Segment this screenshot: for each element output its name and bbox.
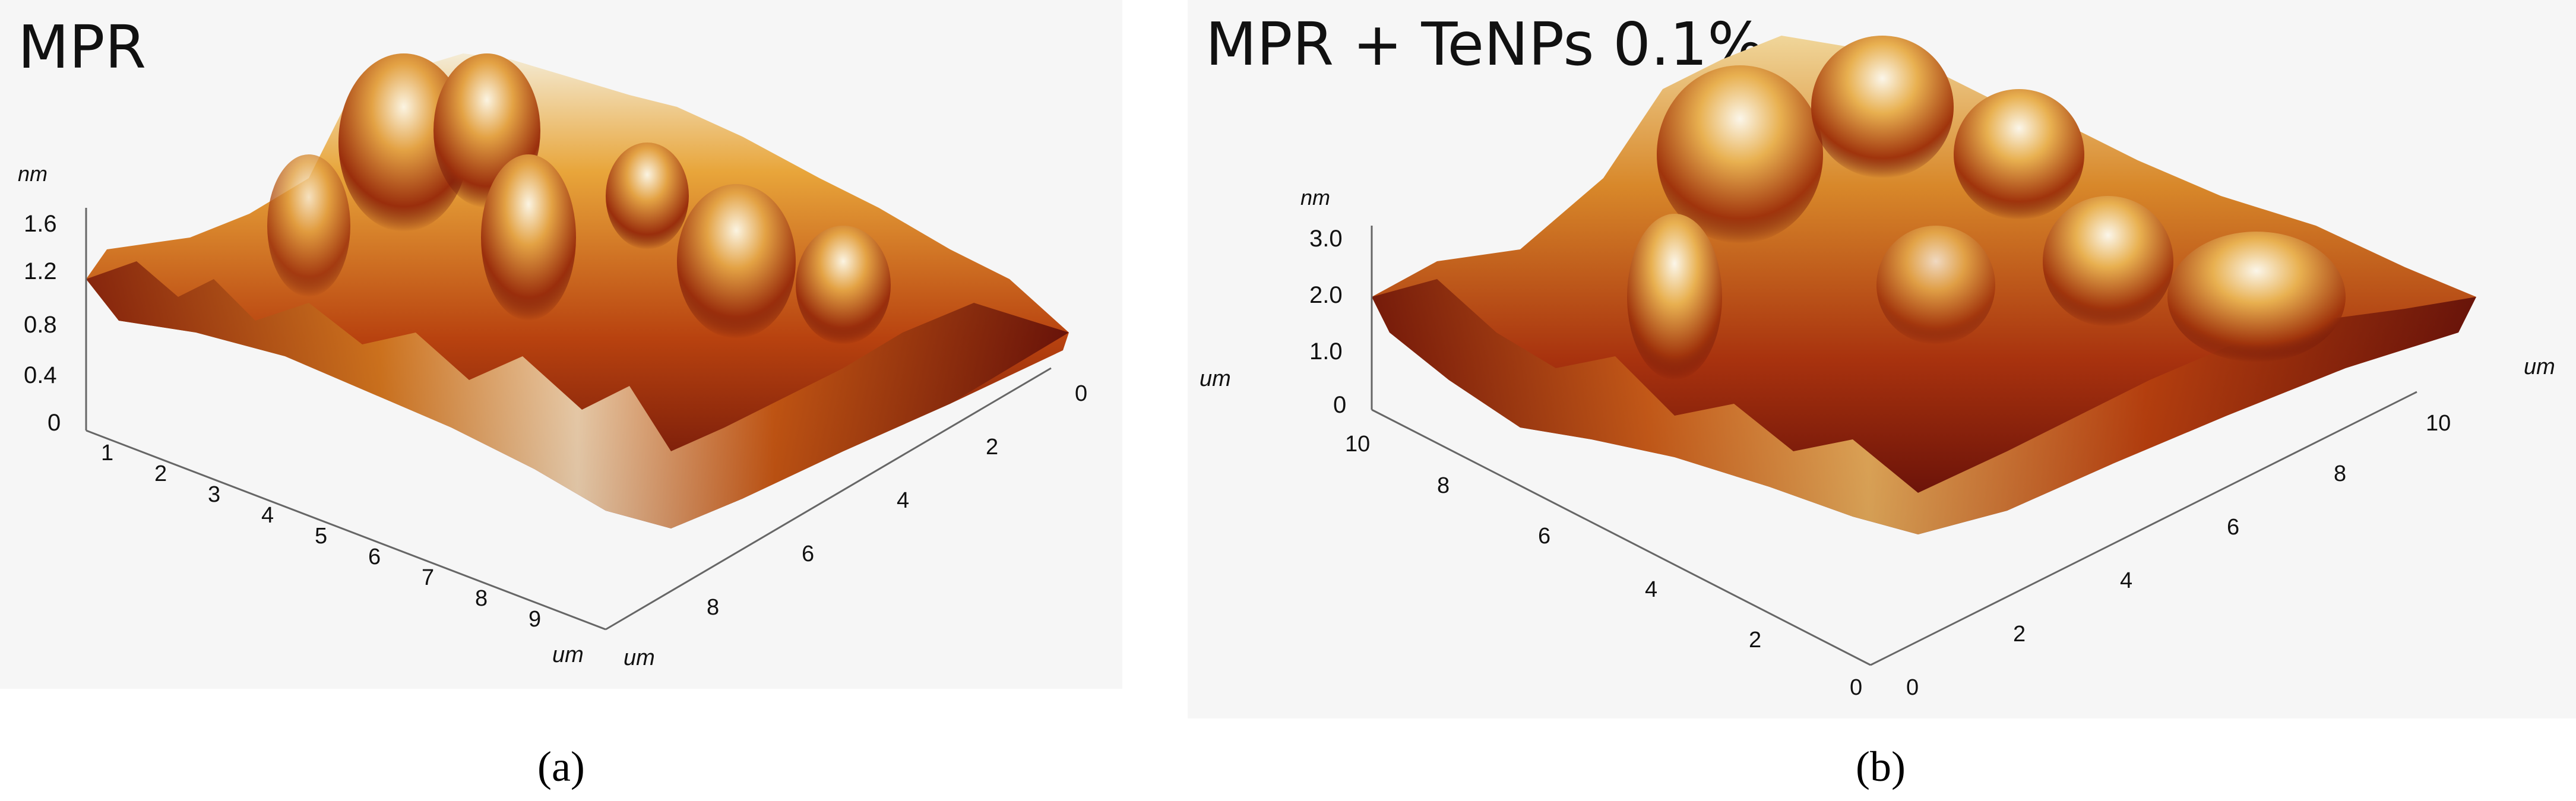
caption-b: (b) — [1856, 743, 1906, 790]
surface-ridges-a — [86, 261, 1069, 528]
z-tick-a: 1.2 — [24, 258, 57, 284]
x-tick-a: 1 — [101, 441, 113, 466]
z-tick-b: 3.0 — [1309, 226, 1343, 252]
afm-panel-b: MPR + TeNPs 0.1% — [1188, 0, 2576, 718]
left-tick-b: 10 — [1345, 432, 1370, 457]
right-tick-b: 0 — [1906, 675, 1919, 700]
peak-b7 — [1876, 226, 1995, 344]
left-tick-b: 2 — [1749, 628, 1761, 653]
peak-a7 — [267, 154, 350, 297]
z-unit-b: nm — [1300, 185, 1330, 210]
y-tick-a: 2 — [986, 435, 998, 460]
surface-ridges-b — [1372, 279, 2476, 534]
afm-3d-surface-a: nm 1.6 1.2 0.8 0.4 0 1 2 3 4 5 6 7 8 9 u… — [18, 53, 1087, 670]
z-tick-a: 1.6 — [24, 211, 57, 237]
right-axis-ticks-b: 0 2 4 6 8 10 um — [1906, 354, 2555, 700]
y-unit-a: um — [624, 645, 655, 670]
z-tick-b: 2.0 — [1309, 282, 1343, 308]
right-tick-b: 10 — [2426, 411, 2451, 436]
x-tick-a: 6 — [368, 544, 381, 569]
right-tick-b: 4 — [2120, 568, 2132, 593]
x-ticks-a: 1 2 3 4 5 6 7 8 9 um — [101, 441, 584, 667]
peak-a3 — [481, 154, 576, 321]
z-left-unit-b: um — [1200, 366, 1231, 391]
x-tick-a: 5 — [315, 524, 327, 549]
peak-b4 — [2167, 232, 2346, 362]
x-axis-a — [86, 429, 606, 631]
peak-a6 — [606, 143, 689, 249]
left-tick-b: 4 — [1645, 577, 1657, 602]
right-axis-b — [1870, 391, 2417, 666]
left-tick-b: 6 — [1538, 524, 1550, 549]
z-tick-b: 0 — [1333, 392, 1346, 418]
peak-b6 — [2043, 196, 2173, 327]
left-tick-b: 8 — [1437, 473, 1450, 498]
peak-b2 — [1811, 36, 1954, 178]
right-tick-b: 8 — [2334, 461, 2346, 486]
peak-b3 — [1954, 89, 2084, 220]
z-unit-a: nm — [18, 162, 48, 186]
z-tick-a: 0 — [48, 410, 61, 436]
z-tick-a: 0.4 — [24, 362, 57, 388]
afm-panel-a: MPR — [0, 0, 1122, 689]
y-tick-a: 6 — [802, 542, 814, 566]
peak-a4 — [677, 184, 796, 338]
left-axis-b — [1371, 409, 1871, 666]
peak-b1 — [1657, 65, 1823, 243]
x-tick-a: 9 — [529, 607, 541, 632]
peak-a5 — [796, 226, 891, 344]
panel-a-title: MPR — [18, 12, 147, 82]
y-tick-a: 4 — [897, 488, 909, 513]
z-tick-b: 1.0 — [1309, 338, 1343, 365]
x-tick-a: 3 — [208, 482, 220, 507]
peak-a1 — [338, 53, 469, 232]
y-tick-a: 0 — [1075, 381, 1087, 406]
x-tick-a: 2 — [154, 461, 167, 486]
y-tick-a: 8 — [707, 595, 719, 620]
x-tick-a: 8 — [475, 586, 488, 611]
right-unit-b: um — [2524, 354, 2555, 379]
y-axis-a — [605, 367, 1052, 631]
y-ticks-a: 0 2 4 6 8 um — [624, 381, 1087, 670]
right-tick-b: 6 — [2227, 515, 2239, 540]
x-unit-a: um — [552, 642, 584, 667]
right-tick-b: 2 — [2013, 622, 2026, 647]
x-tick-a: 7 — [422, 565, 434, 590]
left-tick-b: 0 — [1850, 675, 1862, 700]
afm-3d-surface-b: nm 3.0 2.0 1.0 0 um 10 8 6 4 2 0 0 2 4 6… — [1200, 36, 2555, 700]
panel-b-title: MPR + TeNPs 0.1% — [1205, 10, 1764, 79]
left-axis-ticks-b: 10 8 6 4 2 0 — [1345, 432, 1862, 700]
z-tick-a: 0.8 — [24, 312, 57, 338]
peak-b5 — [1627, 214, 1722, 380]
x-tick-a: 4 — [261, 503, 274, 528]
caption-a: (a) — [537, 743, 585, 790]
